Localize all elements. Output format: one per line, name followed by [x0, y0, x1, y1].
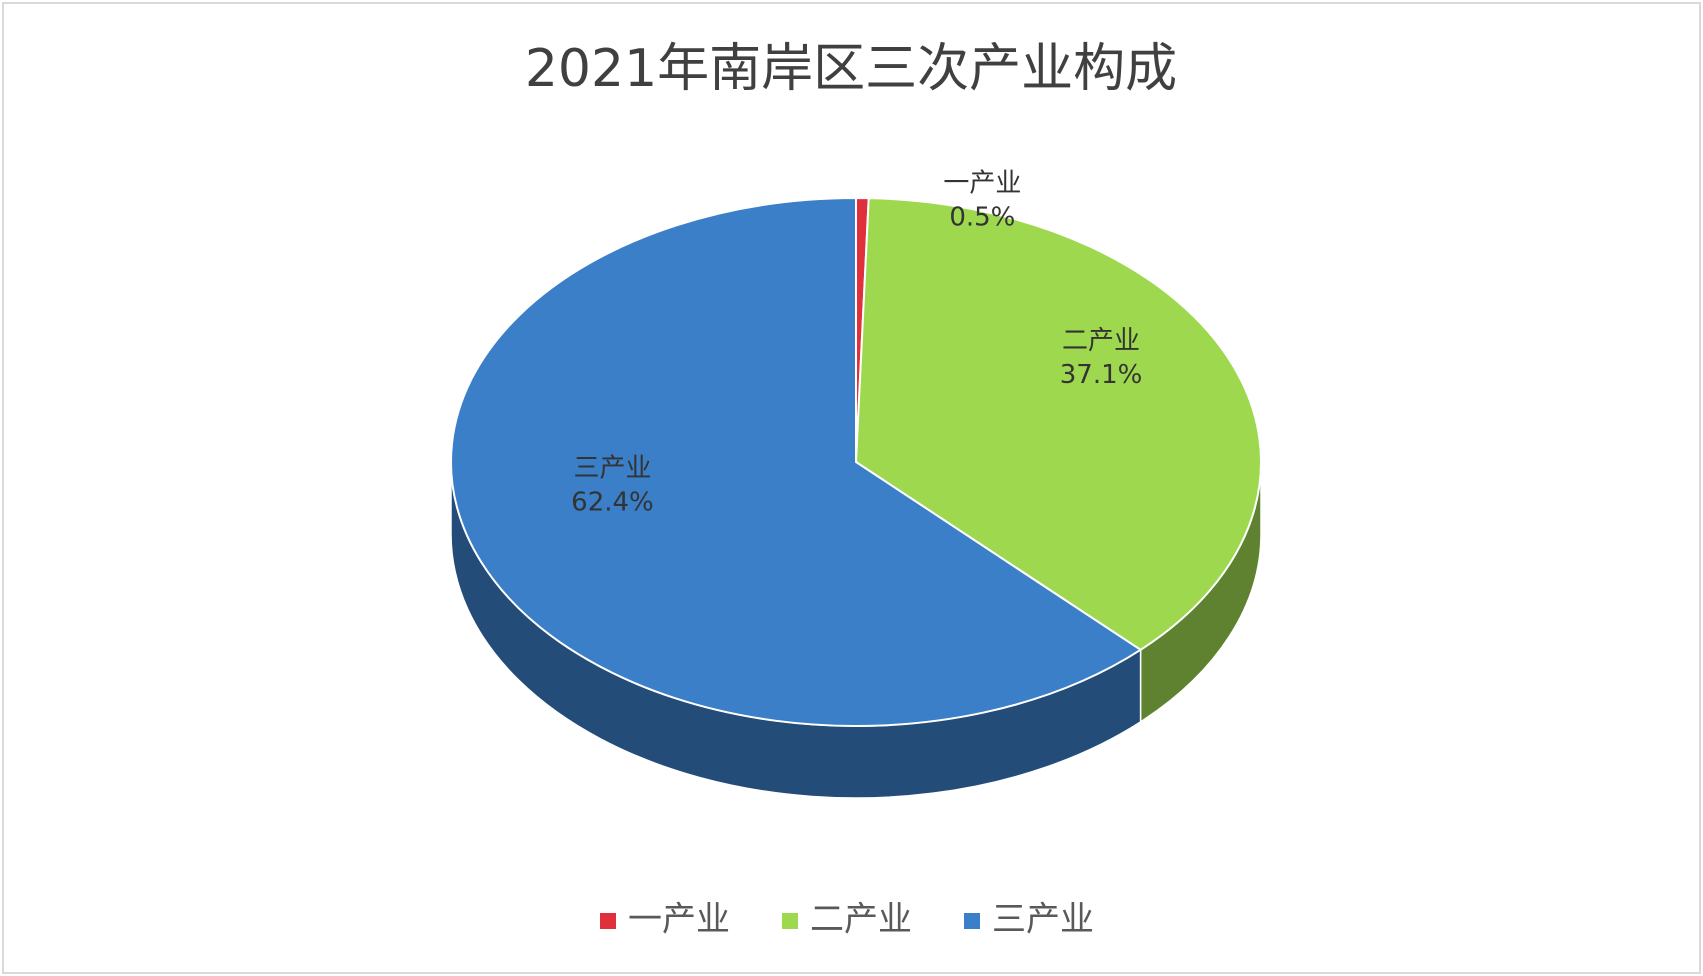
- slice: [854, 197, 1262, 652]
- data-label-name: 三产业: [573, 454, 651, 484]
- data-label-name: 一产业: [943, 169, 1021, 199]
- data-label-name: 二产业: [1062, 326, 1140, 356]
- legend-label: 二产业: [810, 900, 912, 940]
- legend-label: 三产业: [992, 900, 1094, 940]
- pie: 一产业 0.5% 二产业 37.1% 三产业 62.4%: [449, 169, 1262, 799]
- legend: 一产业 二产业 三产业: [600, 900, 1094, 940]
- chart-title: 2021年南岸区三次产业构成: [525, 39, 1177, 99]
- legend-marker: [964, 913, 980, 929]
- slice: [449, 196, 1143, 727]
- legend-marker: [782, 913, 798, 929]
- data-label-value: 37.1%: [1060, 360, 1143, 390]
- data-label-value: 0.5%: [949, 203, 1015, 233]
- legend-label: 一产业: [628, 900, 730, 940]
- legend-marker: [600, 913, 616, 929]
- data-label-value: 62.4%: [571, 488, 654, 518]
